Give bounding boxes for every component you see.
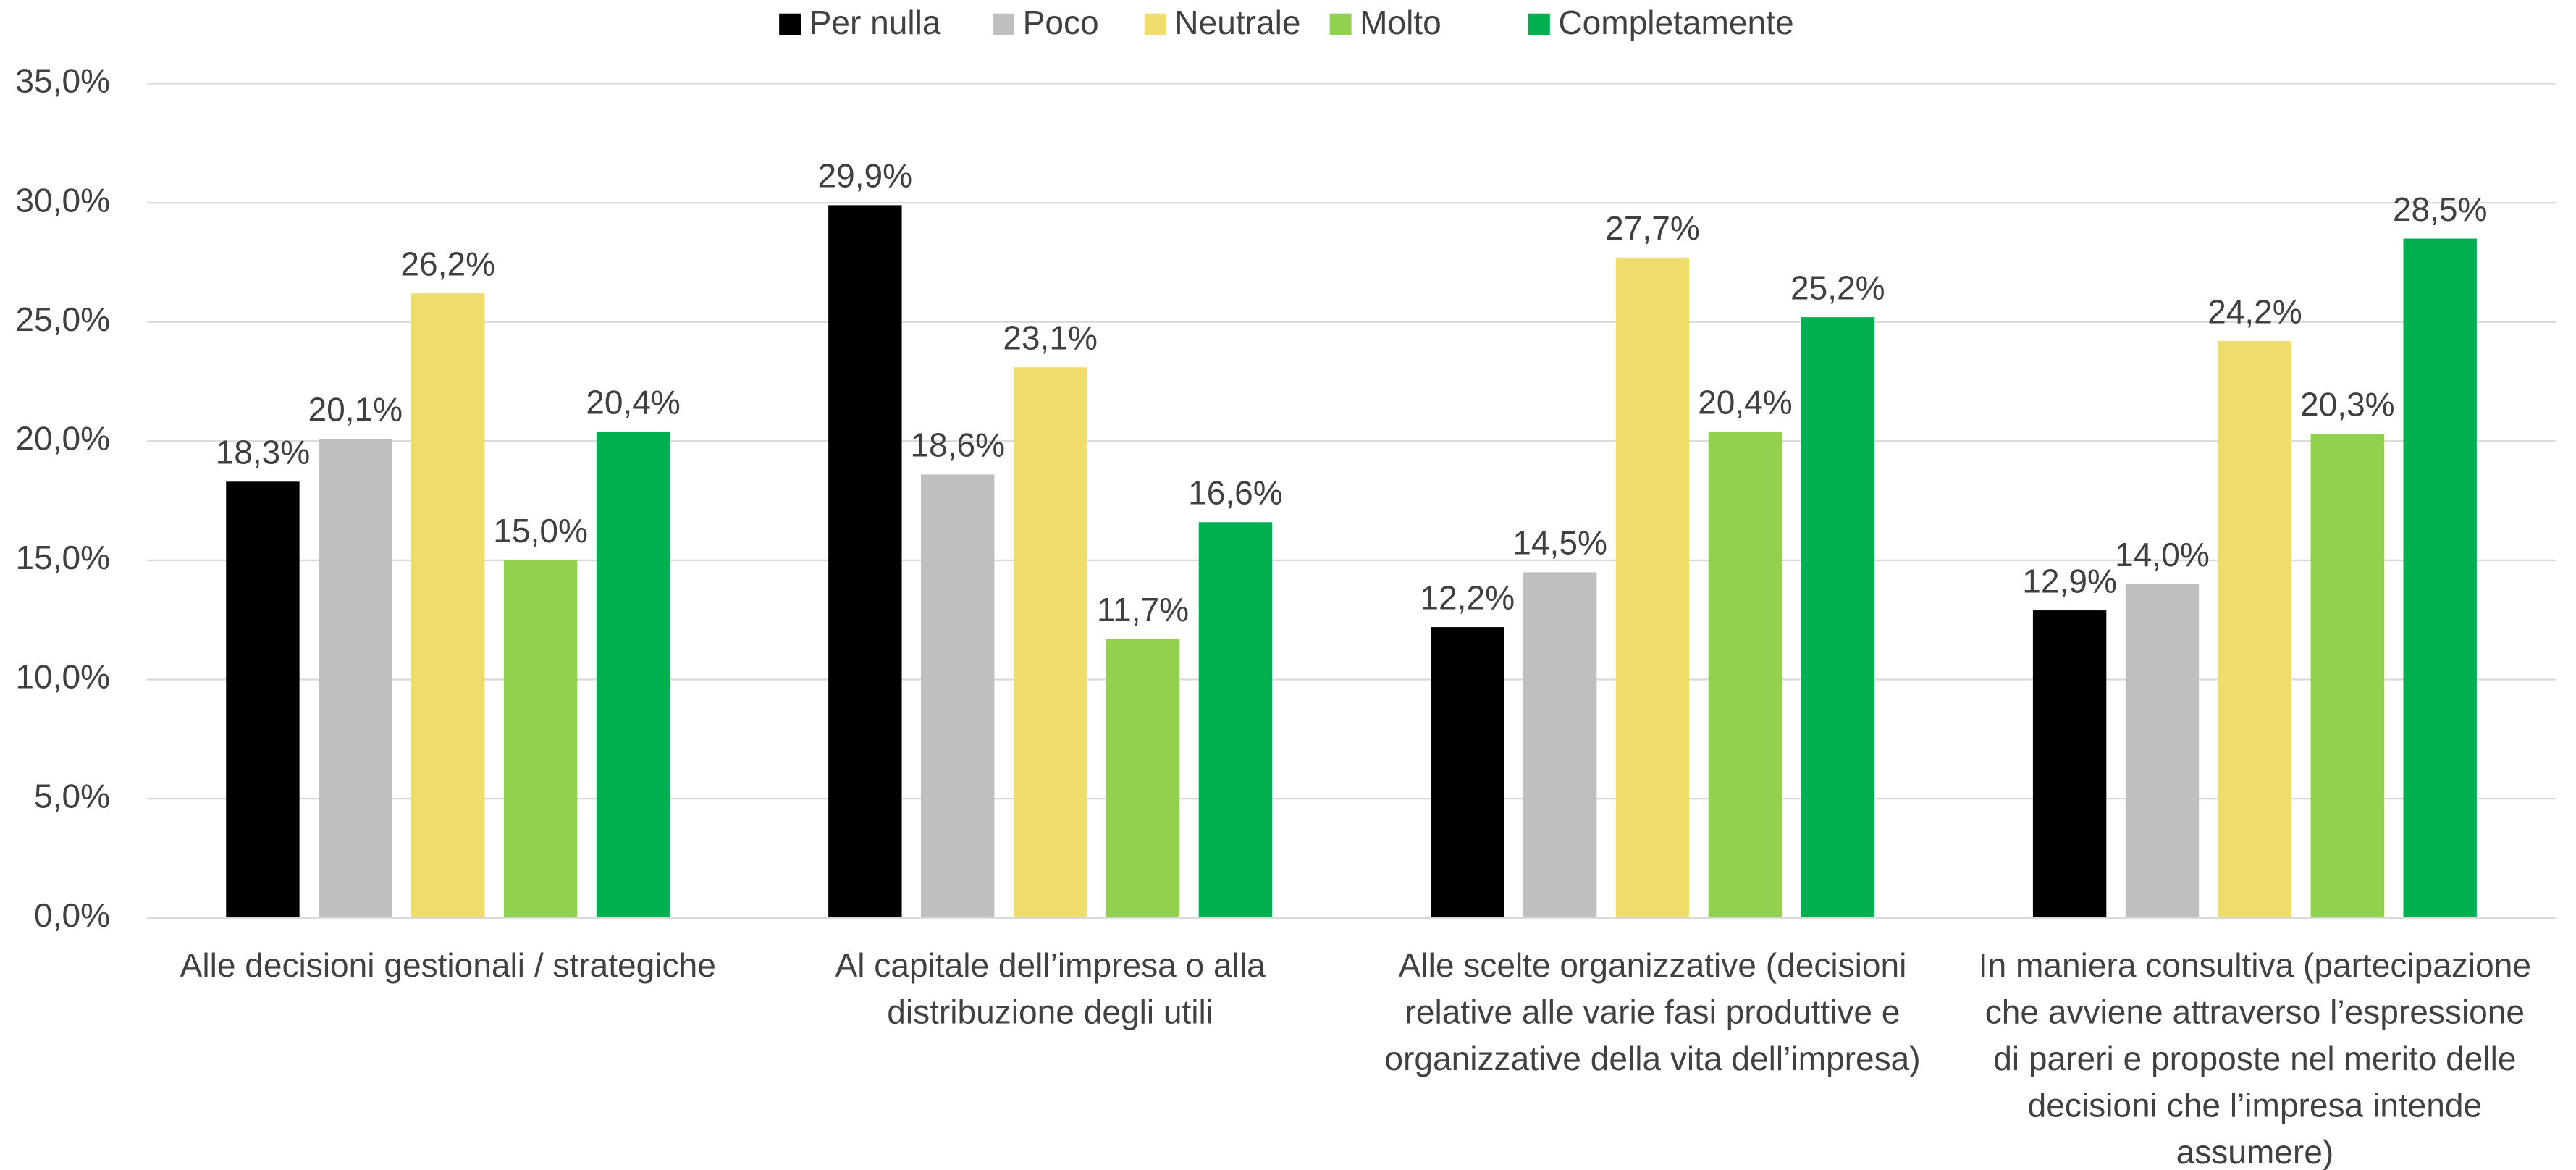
x-tick-label: Alle scelte organizzative (decisioni rela… xyxy=(1384,946,1920,1077)
data-label: 11,7% xyxy=(1097,591,1189,628)
y-tick-label: 0,0% xyxy=(34,896,110,934)
x-tick-label-line: di pareri e proposte nel merito delle xyxy=(1993,1040,2516,1077)
legend-label: Molto xyxy=(1360,4,1441,41)
bar xyxy=(1198,522,1273,918)
y-tick-label: 5,0% xyxy=(34,777,110,815)
legend-label: Neutrale xyxy=(1174,4,1300,41)
legend-swatch xyxy=(1528,13,1550,35)
x-tick-label-line: relative alle varie fasi produttive e xyxy=(1405,993,1901,1031)
bar xyxy=(2403,238,2477,918)
data-label: 20,4% xyxy=(1698,383,1793,421)
data-label: 28,5% xyxy=(2393,190,2488,228)
data-label: 20,4% xyxy=(586,383,681,421)
x-tick-label-line: Alle decisioni gestionali / strategiche xyxy=(180,946,716,984)
data-label: 12,9% xyxy=(2022,562,2117,599)
bar xyxy=(1106,639,1180,918)
x-tick-label: Alle decisioni gestionali / strategiche xyxy=(180,946,716,984)
y-tick-label: 10,0% xyxy=(15,658,110,696)
data-label: 14,0% xyxy=(2115,536,2210,573)
legend-label: Per nulla xyxy=(809,4,941,41)
data-label: 29,9% xyxy=(818,157,913,195)
x-tick-label-line: Al capitale dell’impresa o alla xyxy=(835,946,1266,984)
data-label: 14,5% xyxy=(1512,524,1607,562)
x-tick-label-line: distribuzione degli utili xyxy=(887,993,1213,1031)
legend-swatch xyxy=(993,13,1015,35)
data-label: 16,6% xyxy=(1188,474,1283,512)
bar xyxy=(226,481,300,918)
x-tick-label: Al capitale dell’impresa o alla distribuz… xyxy=(835,946,1266,1031)
bar xyxy=(2310,434,2384,918)
data-label: 26,2% xyxy=(400,245,495,283)
x-tick-label-line: decisioni che l’impresa intende xyxy=(2028,1087,2483,1124)
bar xyxy=(2032,610,2107,918)
legend-swatch xyxy=(779,13,801,35)
bar xyxy=(1801,317,1874,918)
bar xyxy=(1615,257,1690,918)
x-tick-label-line: che avviene attraverso l’espressione xyxy=(1985,993,2525,1031)
bar xyxy=(1523,572,1597,918)
data-label: 27,7% xyxy=(1605,209,1700,247)
data-label: 18,6% xyxy=(910,426,1005,464)
data-label: 12,2% xyxy=(1420,578,1515,616)
data-label: 18,3% xyxy=(216,434,311,471)
bar xyxy=(1013,367,1087,918)
bar xyxy=(2125,584,2200,918)
bar xyxy=(503,560,578,918)
legend-label: Poco xyxy=(1023,4,1099,41)
data-label: 24,2% xyxy=(2207,292,2302,330)
y-tick-label: 15,0% xyxy=(15,539,110,576)
bar xyxy=(411,293,485,918)
legend-label: Completamente xyxy=(1558,4,1793,41)
x-tick-label: In maniera consultiva (partecipazione che… xyxy=(1979,946,2531,1170)
x-tick-label-line: Alle scelte organizzative (decisioni xyxy=(1399,946,1907,984)
bar xyxy=(2218,341,2292,918)
legend-swatch xyxy=(1329,13,1352,35)
y-tick-label: 20,0% xyxy=(15,419,110,457)
data-label: 20,3% xyxy=(2300,386,2395,424)
bar xyxy=(1708,432,1782,918)
x-tick-label-line: organizzative della vita dell’impresa) xyxy=(1384,1040,1920,1077)
bar xyxy=(1431,627,1504,918)
bar xyxy=(828,205,902,918)
y-tick-label: 35,0% xyxy=(15,62,110,100)
x-tick-label-line: In maniera consultiva (partecipazione xyxy=(1979,946,2531,984)
bar xyxy=(596,432,670,918)
data-label: 15,0% xyxy=(493,512,588,550)
data-label: 23,1% xyxy=(1003,319,1098,357)
bar xyxy=(319,439,392,918)
bar xyxy=(921,474,995,918)
x-tick-label-line: assumere) xyxy=(2176,1133,2334,1170)
data-label: 20,1% xyxy=(308,390,403,428)
y-tick-label: 25,0% xyxy=(15,300,110,338)
data-label: 25,2% xyxy=(1790,269,1885,306)
legend-swatch xyxy=(1144,13,1166,35)
y-tick-label: 30,0% xyxy=(15,181,110,219)
